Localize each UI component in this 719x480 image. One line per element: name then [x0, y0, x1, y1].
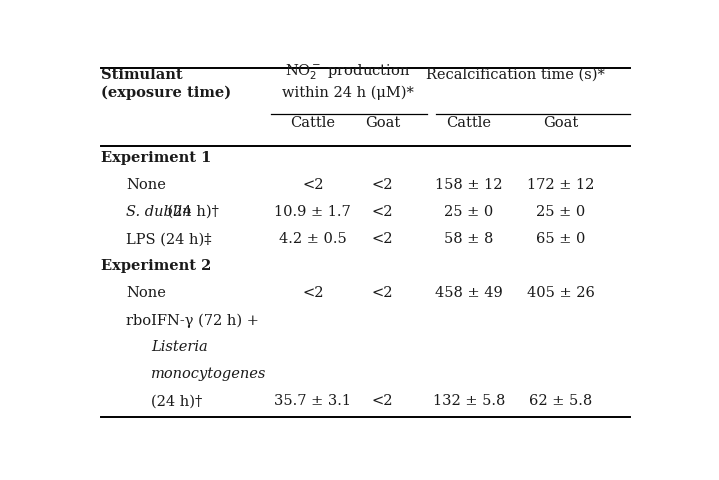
Text: 10.9 ± 1.7: 10.9 ± 1.7: [275, 204, 351, 219]
Text: 35.7 ± 3.1: 35.7 ± 3.1: [274, 394, 352, 408]
Text: <2: <2: [372, 232, 393, 246]
Text: Experiment 1: Experiment 1: [101, 151, 211, 165]
Text: rboIFN-γ (72 h) +: rboIFN-γ (72 h) +: [126, 312, 259, 327]
Text: <2: <2: [302, 178, 324, 192]
Text: (24 h)†: (24 h)†: [151, 394, 203, 408]
Text: NO$_2^-$ production: NO$_2^-$ production: [285, 62, 411, 82]
Text: Experiment 2: Experiment 2: [101, 259, 211, 273]
Text: monocytogenes: monocytogenes: [151, 367, 267, 381]
Text: 4.2 ± 0.5: 4.2 ± 0.5: [279, 232, 347, 246]
Text: 405 ± 26: 405 ± 26: [527, 286, 595, 300]
Text: Cattle: Cattle: [290, 116, 335, 130]
Text: (exposure time): (exposure time): [101, 86, 231, 100]
Text: <2: <2: [372, 204, 393, 219]
Text: Cattle: Cattle: [446, 116, 491, 130]
Text: None: None: [126, 286, 166, 300]
Text: 25 ± 0: 25 ± 0: [444, 204, 493, 219]
Text: Listeria: Listeria: [151, 340, 208, 354]
Text: Goat: Goat: [543, 116, 578, 130]
Text: 158 ± 12: 158 ± 12: [435, 178, 503, 192]
Text: 65 ± 0: 65 ± 0: [536, 232, 585, 246]
Text: 62 ± 5.8: 62 ± 5.8: [529, 394, 592, 408]
Text: 132 ± 5.8: 132 ± 5.8: [433, 394, 505, 408]
Text: 172 ± 12: 172 ± 12: [527, 178, 595, 192]
Text: <2: <2: [372, 178, 393, 192]
Text: S. dublin: S. dublin: [126, 204, 191, 219]
Text: <2: <2: [372, 286, 393, 300]
Text: 25 ± 0: 25 ± 0: [536, 204, 585, 219]
Text: 58 ± 8: 58 ± 8: [444, 232, 493, 246]
Text: LPS (24 h)‡: LPS (24 h)‡: [126, 232, 211, 246]
Text: None: None: [126, 178, 166, 192]
Text: Goat: Goat: [365, 116, 400, 130]
Text: <2: <2: [372, 394, 393, 408]
Text: Recalcification time (s)*: Recalcification time (s)*: [426, 68, 605, 82]
Text: within 24 h (μM)*: within 24 h (μM)*: [282, 86, 414, 100]
Text: (24 h)†: (24 h)†: [163, 204, 219, 219]
Text: 458 ± 49: 458 ± 49: [435, 286, 503, 300]
Text: Stimulant: Stimulant: [101, 68, 183, 82]
Text: <2: <2: [302, 286, 324, 300]
